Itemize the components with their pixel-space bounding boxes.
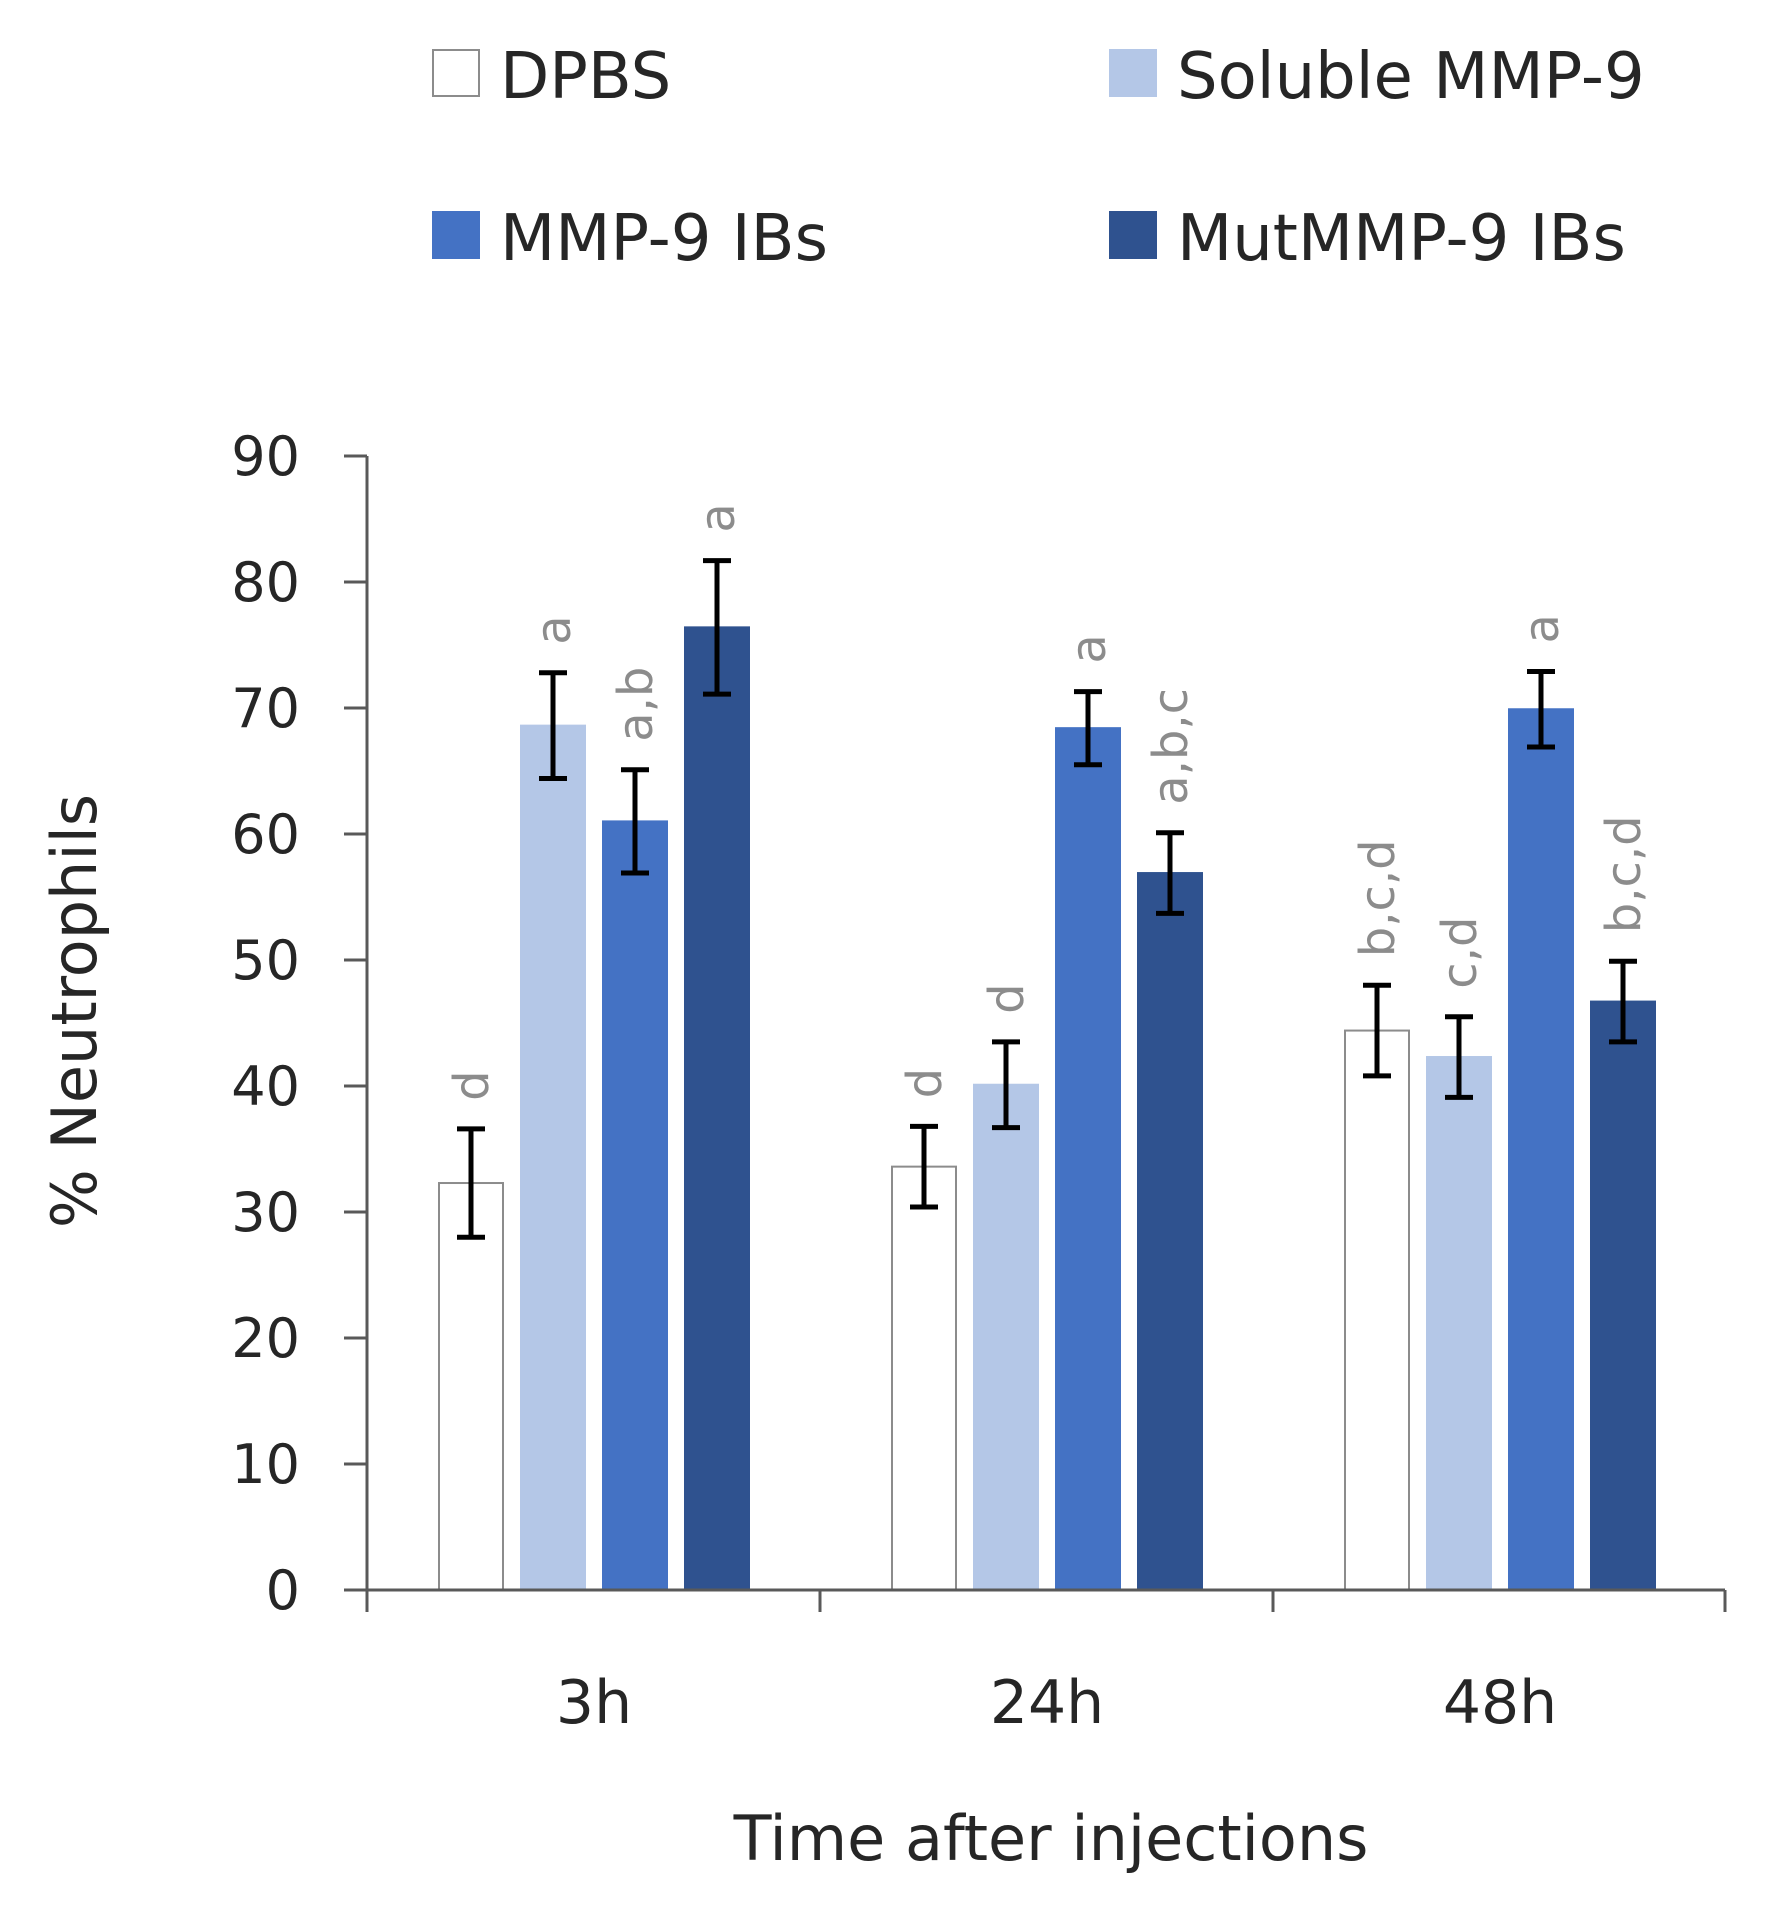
bars-group <box>438 626 1656 1592</box>
y-tick-label-90: 90 <box>231 425 300 488</box>
y-tick-label-20: 20 <box>231 1307 300 1370</box>
bar-mutmmp-9-ibs-24h <box>1137 872 1203 1591</box>
y-tick-label-50: 50 <box>231 929 300 992</box>
bar-dpbs-48h <box>1344 1029 1410 1592</box>
y-tick-label-70: 70 <box>231 677 300 740</box>
error-bar-dpbs-3h <box>457 1126 485 1240</box>
error-bar-mutmmp-9-ibs-3h <box>703 558 731 697</box>
y-tick-label-80: 80 <box>231 551 300 614</box>
legend: DPBS Soluble MMP-9 MMP-9 IBs MutMMP-9 IBs <box>432 40 1645 276</box>
legend-label-dpbs: DPBS <box>500 40 671 114</box>
significance-label-soluble-mmp-9-24h: d <box>979 983 1035 1013</box>
y-tick-label-60: 60 <box>231 803 300 866</box>
significance-label-soluble-mmp-9-3h: a <box>526 615 582 644</box>
bar-dpbs-24h <box>891 1165 957 1591</box>
error-bar-mutmmp-9-ibs-24h <box>1156 830 1184 916</box>
significance-label-mmp-9-ibs-48h: a <box>1514 614 1570 643</box>
legend-item-mmp-9-ibs: MMP-9 IBs <box>432 202 828 276</box>
significance-label-soluble-mmp-9-48h: c,d <box>1432 917 1488 989</box>
error-bar-mutmmp-9-ibs-48h <box>1609 958 1637 1045</box>
x-axis-title: Time after injections <box>733 1802 1369 1875</box>
significance-label-mmp-9-ibs-3h: a,b <box>608 667 664 742</box>
error-bar-soluble-mmp-9-48h <box>1445 1014 1473 1100</box>
error-bar-mmp-9-ibs-24h <box>1074 689 1102 768</box>
significance-label-mmp-9-ibs-24h: a <box>1061 634 1117 663</box>
axes-group: 0 10 20 30 40 50 60 70 80 90 3h 24h 48h <box>231 425 1727 1738</box>
legend-item-soluble-mmp-9: Soluble MMP-9 <box>1109 40 1645 114</box>
bar-mutmmp-9-ibs-48h <box>1590 1000 1656 1591</box>
x-tick-label-24h: 24h <box>990 1668 1104 1738</box>
legend-label-mmp-9-ibs: MMP-9 IBs <box>500 202 828 276</box>
legend-item-dpbs: DPBS <box>432 40 671 114</box>
y-axis-title: % Neutrophils <box>38 794 111 1228</box>
legend-item-mutmmp-9-ibs: MutMMP-9 IBs <box>1109 202 1626 276</box>
legend-swatch-dpbs <box>432 49 480 97</box>
legend-swatch-soluble-mmp-9 <box>1109 49 1157 97</box>
bar-mmp-9-ibs-48h <box>1508 708 1574 1591</box>
x-tick-label-48h: 48h <box>1443 1668 1557 1738</box>
significance-labels-group: d d b,c,d a d c,d a,b a a a a,b,c b,c,d <box>444 503 1652 1101</box>
significance-label-dpbs-3h: d <box>444 1070 500 1100</box>
legend-swatch-mutmmp-9-ibs <box>1109 211 1157 259</box>
significance-label-mutmmp-9-ibs-24h: a,b,c <box>1143 688 1199 805</box>
significance-label-mutmmp-9-ibs-48h: b,c,d <box>1596 815 1652 933</box>
bar-mutmmp-9-ibs-3h <box>684 626 750 1591</box>
y-tick-label-10: 10 <box>231 1433 300 1496</box>
error-bar-mmp-9-ibs-3h <box>621 767 649 876</box>
bar-mmp-9-ibs-24h <box>1055 727 1121 1591</box>
significance-label-mutmmp-9-ibs-3h: a <box>690 503 746 532</box>
y-tick-label-0: 0 <box>266 1559 300 1622</box>
legend-label-soluble-mmp-9: Soluble MMP-9 <box>1177 40 1645 114</box>
legend-swatch-mmp-9-ibs <box>432 211 480 259</box>
error-bars-group <box>457 558 1637 1240</box>
error-bar-soluble-mmp-9-24h <box>992 1039 1020 1131</box>
y-tick-label-30: 30 <box>231 1181 300 1244</box>
legend-label-mutmmp-9-ibs: MutMMP-9 IBs <box>1177 202 1626 276</box>
x-tick-label-3h: 3h <box>556 1668 632 1738</box>
error-bar-dpbs-48h <box>1363 982 1391 1079</box>
bar-dpbs-3h <box>438 1182 504 1592</box>
bar-soluble-mmp-9-3h <box>520 724 586 1591</box>
y-tick-label-40: 40 <box>231 1055 300 1118</box>
error-bar-soluble-mmp-9-3h <box>539 670 567 782</box>
significance-label-dpbs-24h: d <box>897 1068 953 1098</box>
bar-soluble-mmp-9-24h <box>973 1083 1039 1591</box>
bar-mmp-9-ibs-3h <box>602 820 668 1591</box>
significance-label-dpbs-48h: b,c,d <box>1350 839 1406 957</box>
error-bar-dpbs-24h <box>910 1123 938 1210</box>
bar-soluble-mmp-9-48h <box>1426 1056 1492 1591</box>
error-bar-mmp-9-ibs-48h <box>1527 668 1555 750</box>
